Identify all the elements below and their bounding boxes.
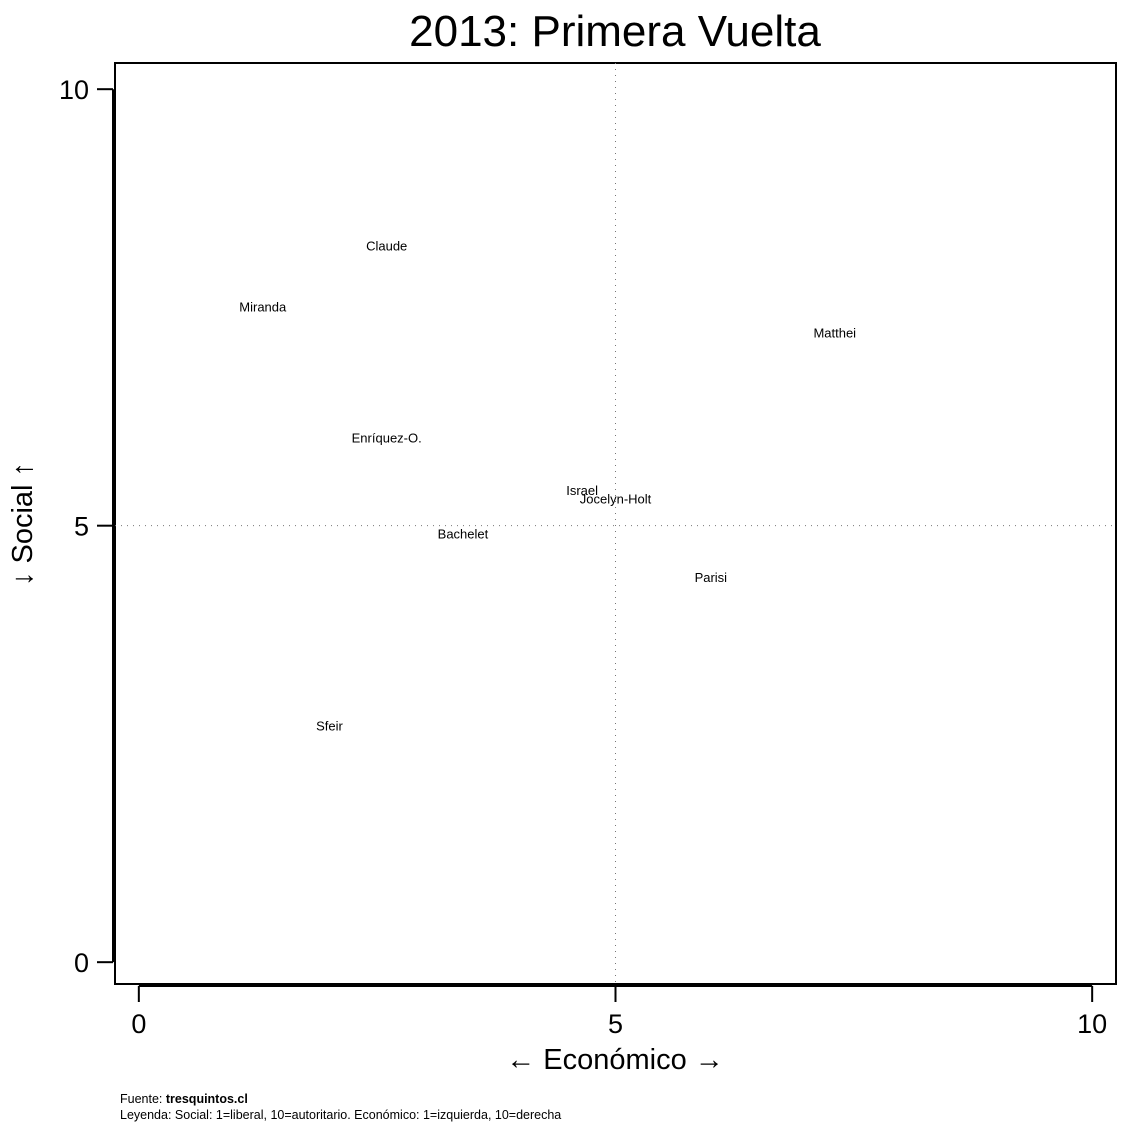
y-axis-label: ↓ Social ↑ [7,462,39,586]
x-axis: 0 5 10 [131,985,1107,1039]
point-label: Sfeir [316,718,343,733]
source-prefix: Fuente: [120,1092,166,1106]
source-name: tresquintos.cl [165,1092,248,1106]
point-label: Jocelyn-Holt [580,491,652,506]
x-tick-label: 5 [608,1009,623,1039]
reference-lines [115,63,1116,984]
point-label: Claude [366,238,407,253]
point-label: Miranda [239,299,287,314]
footer-legend: Leyenda: Social: 1=liberal, 10=autoritar… [120,1108,562,1122]
y-tick-label: 5 [74,512,89,542]
y-tick-label: 10 [59,75,89,105]
point-label: Parisi [695,570,728,585]
footer-source: Fuente: tresquintos.cl [120,1091,248,1107]
point-label: Israel [566,483,598,498]
y-axis: 0 5 10 [59,75,114,978]
point-label: Matthei [813,326,856,341]
chart-title: 2013: Primera Vuelta [409,7,821,56]
x-tick-label: 0 [131,1009,146,1039]
point-label: Bachelet [438,526,489,541]
x-tick-label: 10 [1077,1009,1107,1039]
point-labels: Claude Miranda Matthei Enríquez-O. IsraelJoc… [239,238,856,733]
y-tick-label: 0 [74,948,89,978]
point-label: Enríquez-O. [352,430,422,445]
x-axis-label: ← Económico → [506,1044,724,1076]
